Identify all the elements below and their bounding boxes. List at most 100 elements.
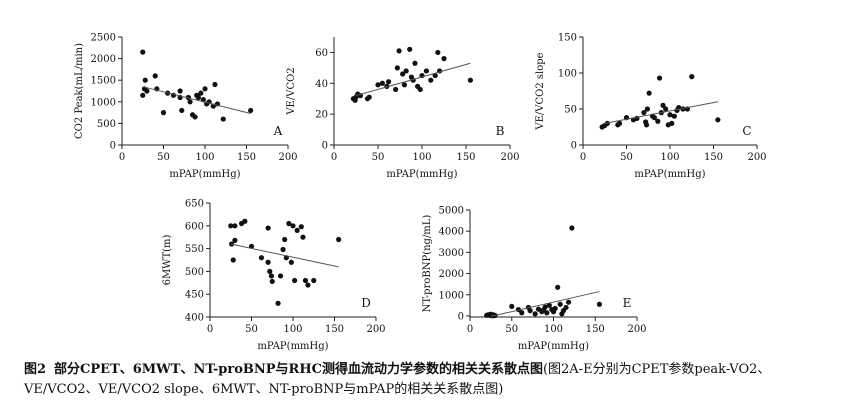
data-point [212, 81, 218, 88]
y-axis-label: VE/VCO2 slope [535, 52, 546, 130]
y-tick-label: 0 [322, 141, 328, 152]
data-point [230, 257, 236, 263]
data-point [671, 113, 677, 119]
data-point [423, 68, 429, 74]
y-tick-label: 650 [185, 199, 204, 210]
data-point [689, 74, 695, 80]
data-point [667, 112, 673, 118]
data-point [394, 65, 400, 71]
data-point [160, 110, 167, 116]
data-point [375, 82, 381, 88]
data-point [555, 284, 561, 290]
panel-label: A [273, 124, 283, 138]
data-point [379, 80, 385, 86]
trend-line [230, 243, 339, 268]
data-point [663, 106, 669, 112]
x-tick-label: 50 [505, 324, 518, 335]
x-tick-label: 150 [325, 324, 344, 335]
panel-label: E [623, 296, 632, 310]
data-point [563, 304, 569, 311]
chart-panel-c: 0 50 100 150 200 0 50 100 150 mPAP(mmHg) VE/VCO2 s… [535, 33, 767, 181]
x-axis-label: mPAP(mmHg) [518, 341, 589, 352]
data-point [305, 282, 311, 288]
y-axis-label: VE/VCO2 [286, 67, 297, 115]
y-tick-label: 2000 [91, 54, 116, 65]
data-point [288, 259, 294, 265]
y-tick-label: 4000 [439, 227, 464, 238]
data-point [140, 92, 146, 98]
data-point [275, 300, 281, 306]
data-point [401, 82, 407, 88]
y-tick-label: 50 [564, 105, 577, 116]
x-axis-label: mPAP(mmHg) [634, 169, 705, 180]
data-point [393, 86, 399, 93]
data-point [435, 49, 441, 56]
data-point [220, 116, 226, 122]
x-tick-label: 100 [412, 152, 431, 163]
y-tick-label: 450 [185, 290, 204, 301]
x-tick-label: 50 [157, 152, 170, 163]
data-point [651, 115, 657, 121]
data-point [552, 305, 558, 312]
y-tick-label: 2500 [91, 33, 116, 44]
data-point [385, 79, 392, 85]
x-tick-label: 100 [544, 324, 563, 335]
data-point [300, 234, 306, 240]
data-point [557, 301, 563, 307]
data-point [641, 110, 647, 116]
y-tick-label: 150 [558, 33, 577, 44]
data-point [532, 311, 538, 317]
panel-label: C [742, 124, 751, 138]
data-point [519, 310, 525, 316]
data-point [646, 90, 652, 96]
panel-label: B [496, 124, 505, 138]
data-point [643, 122, 650, 128]
data-point [441, 56, 447, 62]
y-axis-label: NT-proBNP(ng/mL) [422, 215, 433, 313]
data-point [403, 68, 409, 74]
y-tick-label: 550 [185, 244, 204, 255]
trend-line [142, 86, 251, 114]
data-point [242, 218, 248, 224]
y-tick-label: 1000 [439, 290, 464, 301]
chart-panel-a: 0 50 100 150 20005001000150020002500mPAP(mmH… [74, 33, 298, 181]
data-point [311, 277, 317, 284]
y-tick-label: 0 [458, 311, 464, 322]
data-point [269, 278, 275, 285]
data-point [596, 301, 603, 307]
x-tick-label: 150 [586, 324, 605, 335]
x-axis-label: mPAP(mmHg) [257, 341, 328, 352]
x-tick-label: 200 [500, 152, 519, 163]
data-point [546, 302, 552, 308]
y-tick-label: 2000 [439, 269, 464, 280]
data-point [292, 277, 298, 284]
y-tick-label: 20 [315, 110, 328, 121]
x-tick-label: 50 [620, 152, 633, 163]
data-point [232, 223, 238, 229]
trend-line [355, 62, 471, 97]
chart-panel-d: 0 50 100 150 200 400 450 500 550 600 650 mPAP(mmHg)… [162, 199, 386, 353]
caption-note: (图2A-E分别为CPET参数peak-VO2、VE/VCO2、VE/VCO2 … [24, 362, 771, 397]
x-tick-label: 100 [283, 324, 302, 335]
data-point [417, 86, 423, 93]
x-tick-label: 200 [747, 152, 766, 163]
x-tick-label: 0 [467, 324, 473, 335]
data-point [192, 114, 198, 120]
data-point [542, 304, 548, 310]
x-tick-label: 150 [237, 152, 256, 163]
trend-line [604, 101, 718, 124]
data-point [565, 299, 572, 305]
data-point [569, 225, 575, 231]
y-axis-label: CO2 Peak(mL/min) [74, 43, 85, 139]
data-point [265, 259, 271, 265]
y-tick-label: 0 [571, 141, 577, 152]
data-point [258, 255, 265, 261]
data-point [179, 107, 185, 114]
data-point [298, 224, 304, 230]
y-tick-label: 5000 [439, 206, 464, 217]
data-point [202, 86, 208, 92]
y-tick-label: 500 [185, 267, 204, 278]
data-point [198, 90, 204, 96]
data-point [282, 236, 288, 243]
data-point [140, 49, 146, 55]
